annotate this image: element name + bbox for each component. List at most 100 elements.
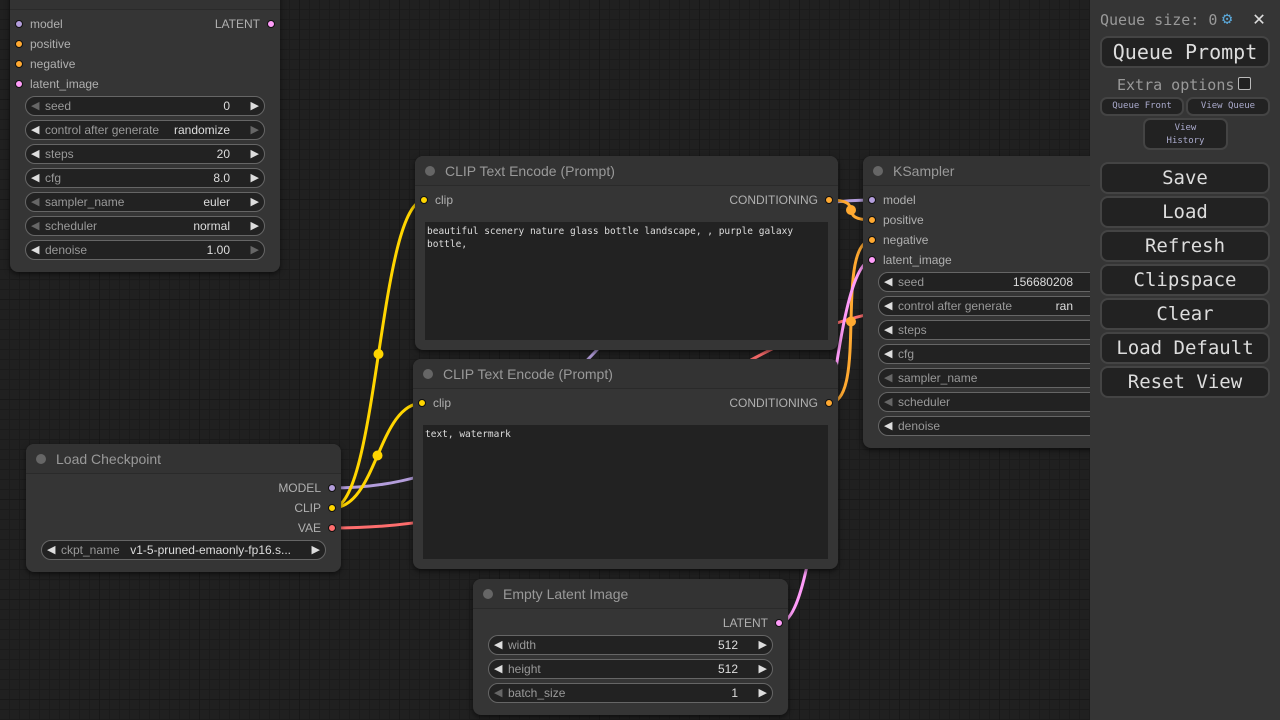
reset-view-button[interactable]: Reset View bbox=[1100, 366, 1270, 398]
decrement-arrow-icon[interactable]: ◀ bbox=[884, 396, 893, 408]
input-slot-negative[interactable]: negative bbox=[15, 54, 75, 74]
extra-options-checkbox[interactable] bbox=[1238, 77, 1251, 90]
input-slot-positive[interactable]: positive bbox=[868, 210, 924, 230]
decrement-arrow-icon[interactable]: ◀ bbox=[884, 372, 893, 384]
node-title[interactable]: CLIP Text Encode (Prompt) bbox=[415, 156, 838, 186]
widget-width[interactable]: ◀ width 512 ▶ bbox=[488, 635, 773, 655]
refresh-button[interactable]: Refresh bbox=[1100, 230, 1270, 262]
gear-icon[interactable]: ⚙ bbox=[1222, 9, 1233, 29]
link-midpoint[interactable] bbox=[846, 316, 856, 327]
slot-dot-icon[interactable] bbox=[328, 524, 336, 532]
widget-cfg[interactable]: ◀ cfg 8.0 ▶ bbox=[25, 168, 265, 188]
close-icon[interactable]: ✕ bbox=[1253, 6, 1266, 30]
decrement-arrow-icon[interactable]: ◀ bbox=[31, 220, 40, 232]
slot-dot-icon[interactable] bbox=[420, 196, 428, 204]
decrement-arrow-icon[interactable]: ◀ bbox=[494, 663, 503, 675]
slot-dot-icon[interactable] bbox=[328, 484, 336, 492]
input-slot-latent_image[interactable]: latent_image bbox=[868, 250, 952, 270]
node-clip-pos[interactable]: CLIP Text Encode (Prompt) clip CONDITIONIN… bbox=[415, 156, 838, 350]
slot-dot-icon[interactable] bbox=[267, 20, 275, 28]
widget-steps[interactable]: ◀steps▶ bbox=[878, 320, 1108, 340]
node-latent[interactable]: Empty Latent Image LATENT ◀ width 512 ▶ ◀ heigh… bbox=[473, 579, 788, 715]
widget-sampler-name[interactable]: ◀sampler_name▶ bbox=[878, 368, 1108, 388]
node-title[interactable]: Empty Latent Image bbox=[473, 579, 788, 609]
widget-ckpt-name[interactable]: ◀ ckpt_name v1-5-pruned-emaonly-fp16.s... ▶ bbox=[41, 540, 326, 560]
output-slot-vae[interactable]: VAE bbox=[298, 518, 336, 538]
decrement-arrow-icon[interactable]: ◀ bbox=[31, 100, 40, 112]
slot-dot-icon[interactable] bbox=[15, 20, 23, 28]
increment-arrow-icon[interactable]: ▶ bbox=[758, 639, 767, 651]
slot-dot-icon[interactable] bbox=[868, 216, 876, 224]
link-midpoint[interactable] bbox=[373, 349, 384, 359]
widget-control-after-generate[interactable]: ◀ control after generate randomize ▶ bbox=[25, 120, 265, 140]
clear-button[interactable]: Clear bbox=[1100, 298, 1270, 330]
decrement-arrow-icon[interactable]: ◀ bbox=[31, 196, 40, 208]
slot-dot-icon[interactable] bbox=[868, 256, 876, 264]
node-title[interactable]: CLIP Text Encode (Prompt) bbox=[413, 359, 838, 389]
decrement-arrow-icon[interactable]: ◀ bbox=[47, 544, 56, 556]
output-slot-latent[interactable]: LATENT bbox=[723, 613, 783, 633]
decrement-arrow-icon[interactable]: ◀ bbox=[494, 687, 503, 699]
decrement-arrow-icon[interactable]: ◀ bbox=[31, 124, 40, 136]
increment-arrow-icon[interactable]: ▶ bbox=[250, 244, 259, 256]
node-clip-neg[interactable]: CLIP Text Encode (Prompt) clip CONDITIONIN… bbox=[413, 359, 838, 569]
increment-arrow-icon[interactable]: ▶ bbox=[250, 124, 259, 136]
input-slot-model[interactable]: model bbox=[868, 190, 916, 210]
node-ksampler-top[interactable]: model positive negative latent_image LATENT ◀… bbox=[10, 0, 280, 272]
input-slot-clip[interactable]: clip bbox=[420, 190, 453, 210]
collapse-dot-icon[interactable] bbox=[425, 166, 435, 176]
widget-scheduler[interactable]: ◀ scheduler normal ▶ bbox=[25, 216, 265, 236]
prompt-textarea[interactable]: text, watermark bbox=[423, 425, 828, 559]
output-slot-conditioning[interactable]: CONDITIONING bbox=[729, 393, 833, 413]
collapse-dot-icon[interactable] bbox=[483, 589, 493, 599]
widget-steps[interactable]: ◀ steps 20 ▶ bbox=[25, 144, 265, 164]
output-slot-clip[interactable]: CLIP bbox=[294, 498, 336, 518]
slot-dot-icon[interactable] bbox=[15, 60, 23, 68]
decrement-arrow-icon[interactable]: ◀ bbox=[884, 348, 893, 360]
slot-dot-icon[interactable] bbox=[15, 80, 23, 88]
decrement-arrow-icon[interactable]: ◀ bbox=[31, 148, 40, 160]
slot-dot-icon[interactable] bbox=[328, 504, 336, 512]
clipspace-button[interactable]: Clipspace bbox=[1100, 264, 1270, 296]
slot-dot-icon[interactable] bbox=[825, 399, 833, 407]
queue-front-button[interactable]: Queue Front bbox=[1100, 97, 1184, 116]
slot-dot-icon[interactable] bbox=[868, 196, 876, 204]
widget-seed[interactable]: ◀ seed 0 ▶ bbox=[25, 96, 265, 116]
slot-dot-icon[interactable] bbox=[15, 40, 23, 48]
decrement-arrow-icon[interactable]: ◀ bbox=[884, 276, 893, 288]
increment-arrow-icon[interactable]: ▶ bbox=[311, 544, 320, 556]
slot-dot-icon[interactable] bbox=[775, 619, 783, 627]
widget-cfg[interactable]: ◀cfg▶ bbox=[878, 344, 1108, 364]
increment-arrow-icon[interactable]: ▶ bbox=[250, 148, 259, 160]
decrement-arrow-icon[interactable]: ◀ bbox=[884, 420, 893, 432]
view-history-button[interactable]: View History bbox=[1143, 118, 1228, 150]
collapse-dot-icon[interactable] bbox=[423, 369, 433, 379]
output-slot-latent[interactable]: LATENT bbox=[215, 14, 275, 34]
widget-sampler-name[interactable]: ◀ sampler_name euler ▶ bbox=[25, 192, 265, 212]
node-title[interactable]: Load Checkpoint bbox=[26, 444, 341, 474]
decrement-arrow-icon[interactable]: ◀ bbox=[31, 172, 40, 184]
decrement-arrow-icon[interactable]: ◀ bbox=[884, 324, 893, 336]
link-midpoint[interactable] bbox=[846, 205, 856, 215]
widget-scheduler[interactable]: ◀scheduler▶ bbox=[878, 392, 1108, 412]
collapse-dot-icon[interactable] bbox=[36, 454, 46, 464]
prompt-textarea[interactable]: beautiful scenery nature glass bottle la… bbox=[425, 222, 828, 340]
slot-dot-icon[interactable] bbox=[418, 399, 426, 407]
decrement-arrow-icon[interactable]: ◀ bbox=[494, 639, 503, 651]
input-slot-positive[interactable]: positive bbox=[15, 34, 71, 54]
increment-arrow-icon[interactable]: ▶ bbox=[250, 172, 259, 184]
decrement-arrow-icon[interactable]: ◀ bbox=[884, 300, 893, 312]
slot-dot-icon[interactable] bbox=[825, 196, 833, 204]
output-slot-conditioning[interactable]: CONDITIONING bbox=[729, 190, 833, 210]
link-midpoint[interactable] bbox=[372, 450, 383, 461]
widget-denoise[interactable]: ◀ denoise 1.00 ▶ bbox=[25, 240, 265, 260]
increment-arrow-icon[interactable]: ▶ bbox=[250, 100, 259, 112]
queue-prompt-button[interactable]: Queue Prompt bbox=[1100, 36, 1270, 68]
load-default-button[interactable]: Load Default bbox=[1100, 332, 1270, 364]
node-title[interactable] bbox=[10, 0, 280, 10]
input-slot-model[interactable]: model bbox=[15, 14, 63, 34]
decrement-arrow-icon[interactable]: ◀ bbox=[31, 244, 40, 256]
node-title[interactable]: KSampler bbox=[863, 156, 1123, 186]
